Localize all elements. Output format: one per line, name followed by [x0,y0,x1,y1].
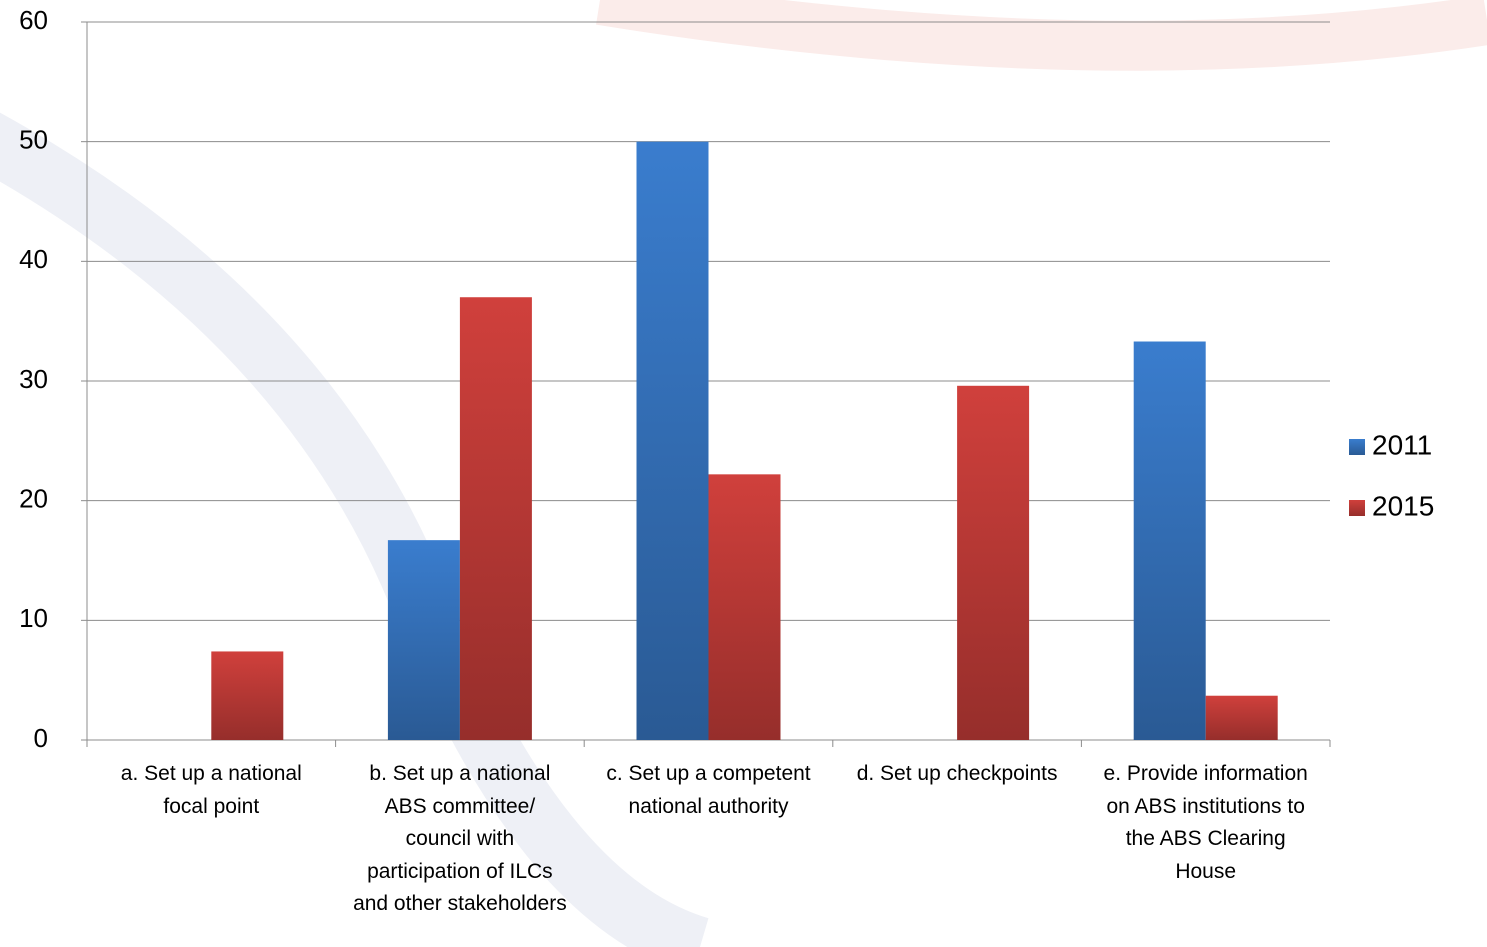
bar [1133,341,1206,740]
x-tick-label: e. Provide information on ABS institutio… [1103,762,1308,883]
y-tick-label: 30 [19,364,48,394]
y-tick-label: 50 [19,125,48,155]
x-tick-label: b. Set up a national ABS committee/ coun… [353,762,567,915]
x-tick-label: a. Set up a national focal point [120,762,302,818]
bar [957,385,1030,740]
legend-swatch [1349,500,1365,516]
bar [387,540,460,740]
bar [459,297,532,740]
watermark [596,0,1487,71]
x-tick-label: c. Set up a competent national authority [606,762,811,818]
legend-label: 2015 [1372,490,1434,521]
y-tick-label: 0 [34,723,48,753]
legend-swatch [1349,439,1365,455]
y-tick-label: 40 [19,244,48,274]
legend-label: 2011 [1372,429,1432,460]
bar [211,651,284,740]
y-tick-label: 10 [19,603,48,633]
bar [636,141,709,740]
bar [708,474,781,740]
x-tick-label: d. Set up checkpoints [856,762,1058,785]
bar [1205,695,1278,740]
y-tick-label: 60 [19,5,48,35]
y-tick-label: 20 [19,484,48,514]
